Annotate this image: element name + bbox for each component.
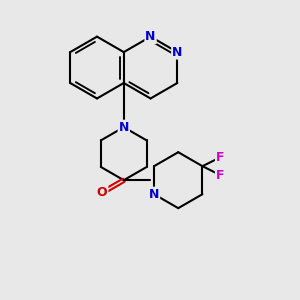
Text: N: N: [149, 188, 159, 201]
Text: N: N: [118, 121, 129, 134]
Text: N: N: [172, 46, 182, 59]
Text: O: O: [97, 186, 107, 199]
Text: F: F: [216, 151, 224, 164]
Text: N: N: [146, 30, 156, 43]
Text: F: F: [216, 169, 224, 182]
